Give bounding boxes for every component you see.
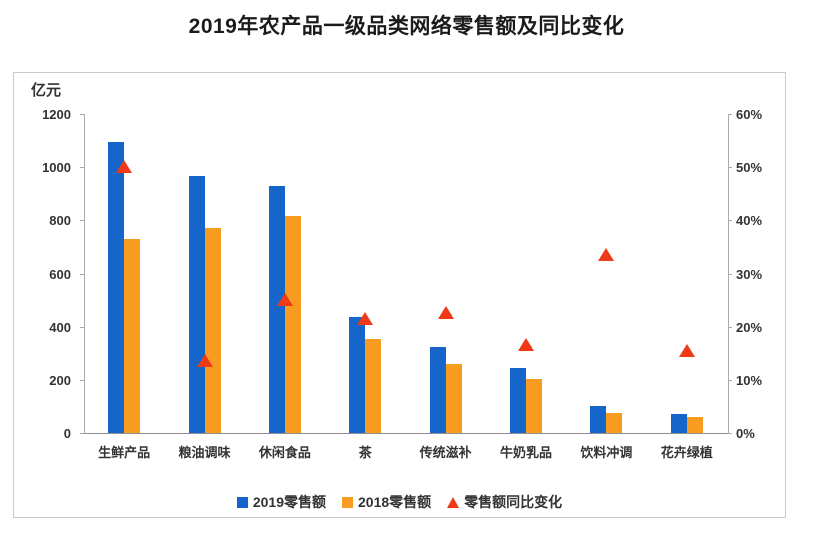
left-axis-tick-mark: [80, 114, 84, 115]
left-axis-tick-label: 200: [49, 372, 71, 388]
bar-2019: [188, 176, 205, 433]
x-axis-category-label: 茶: [358, 445, 372, 460]
bar-2018: [204, 228, 221, 433]
growth-marker-triangle-icon: [598, 247, 615, 261]
legend-item-growth: 零售额同比变化: [447, 492, 562, 512]
bar-2019: [670, 413, 687, 433]
growth-marker-triangle-icon: [518, 338, 535, 352]
bar-2018: [445, 363, 462, 433]
right-axis-tick-label: 60%: [736, 107, 763, 122]
left-axis-tick-label: 0: [63, 426, 71, 441]
legend-swatch-2018-icon: [342, 496, 353, 508]
bar-2018: [606, 413, 623, 433]
left-axis-tick-mark: [80, 167, 84, 169]
right-axis-tick-mark: [728, 379, 732, 381]
right-axis-tick-label: 30%: [736, 266, 763, 282]
x-axis-category-label: 粮油调味: [178, 445, 231, 460]
left-axis-tick-mark: [80, 326, 84, 328]
x-axis-category-label: 生鲜产品: [98, 445, 151, 460]
chart-title: 2019年农产品一级品类网络零售额及同比变化: [188, 15, 625, 38]
bar-2019: [429, 346, 446, 433]
growth-marker-triangle-icon: [357, 311, 374, 325]
legend-label-2019: 2019零售额: [252, 494, 326, 510]
legend-item-2018: 2018零售额: [342, 492, 431, 512]
legend-swatch-growth-triangle-icon: [447, 496, 460, 508]
bar-2018: [284, 216, 301, 433]
x-axis-category-label: 饮料冲调: [580, 445, 633, 460]
legend-label-2018: 2018零售额: [358, 494, 432, 510]
right-axis-tick-mark: [728, 326, 732, 328]
growth-marker-triangle-icon: [116, 160, 133, 174]
x-axis-category-label: 花卉绿植: [660, 445, 713, 460]
left-axis-unit-label: 亿元: [31, 82, 62, 99]
left-axis-tick-label: 1000: [42, 160, 71, 176]
bar-2019: [590, 406, 607, 433]
legend-swatch-2019-icon: [236, 496, 248, 508]
bar-2018: [686, 416, 703, 433]
growth-marker-triangle-icon: [437, 306, 454, 320]
left-axis-tick-label: 600: [49, 266, 71, 282]
right-axis-tick-mark: [728, 220, 732, 222]
x-axis-category-label: 休闲食品: [258, 445, 311, 460]
x-axis-category-label: 传统滋补: [419, 445, 472, 460]
plot-area: [84, 114, 729, 434]
left-axis-tick-mark: [80, 220, 84, 222]
bar-2018: [526, 378, 543, 433]
right-axis-tick-label: 50%: [736, 160, 763, 176]
legend: 2019零售额 2018零售额 零售额同比变化: [14, 492, 785, 512]
left-axis-tick-mark: [80, 273, 84, 275]
growth-marker-triangle-icon: [196, 354, 213, 368]
legend-label-growth: 零售额同比变化: [464, 494, 563, 510]
right-axis-tick-mark: [728, 273, 732, 275]
right-axis-tick-label: 40%: [736, 213, 763, 229]
growth-marker-triangle-icon: [678, 343, 695, 357]
right-axis-tick-label: 20%: [736, 319, 763, 335]
left-axis-tick-label: 1200: [42, 107, 71, 122]
chart-frame: 亿元 0 200 400 600 800 1000 1200 0% 10% 20% 30% 40% 50…: [13, 72, 786, 518]
right-axis-tick-mark: [728, 433, 732, 434]
bar-2019: [510, 367, 527, 433]
left-axis-tick-mark: [80, 379, 84, 381]
left-axis-tick-label: 800: [49, 213, 71, 229]
bar-2019: [349, 317, 366, 433]
growth-marker-triangle-icon: [276, 293, 293, 307]
bar-2018: [365, 338, 382, 433]
right-axis-tick-label: 10%: [736, 372, 763, 388]
right-axis-tick-mark: [728, 114, 732, 115]
bar-2019: [108, 141, 125, 433]
left-axis-tick-mark: [80, 433, 84, 434]
right-axis-tick-label: 0%: [736, 426, 755, 441]
bar-2019: [268, 185, 285, 433]
x-axis-category-label: 牛奶乳品: [500, 445, 553, 460]
left-axis-tick-label: 400: [49, 319, 71, 335]
bar-2018: [124, 238, 141, 433]
right-axis-tick-mark: [728, 167, 732, 169]
legend-item-2019: 2019零售额: [236, 492, 326, 512]
